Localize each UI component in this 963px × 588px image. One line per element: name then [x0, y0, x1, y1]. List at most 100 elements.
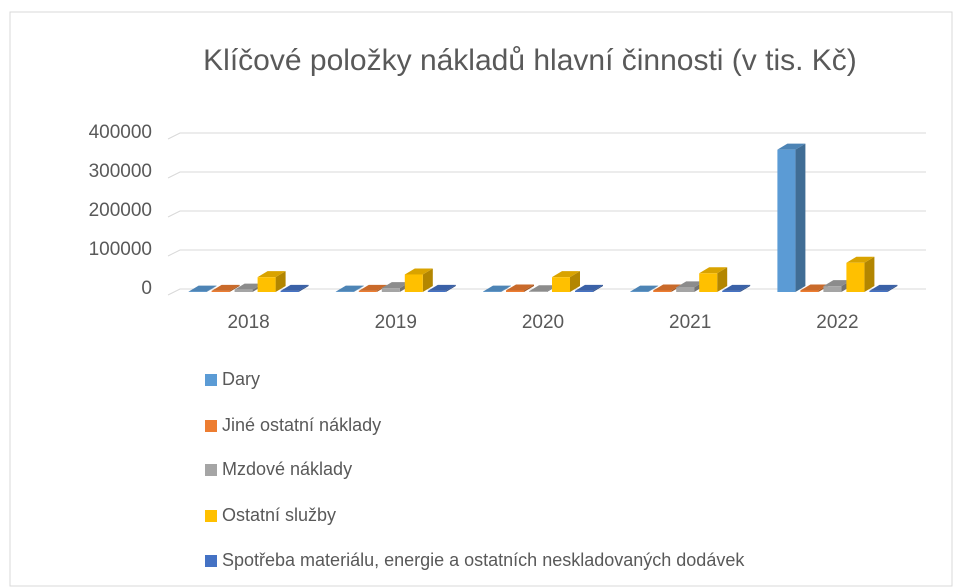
bar-front [529, 291, 547, 292]
legend-swatch [205, 374, 217, 386]
bar [188, 285, 217, 292]
x-tick-label: 2022 [816, 312, 858, 333]
legend-label: Jiné ostatní náklady [222, 415, 381, 435]
bar [869, 284, 898, 292]
grid-line [167, 249, 926, 257]
x-tick-label: 2021 [669, 312, 711, 333]
bar-top [506, 284, 534, 291]
legend-swatch [205, 555, 217, 567]
bar-front [722, 290, 741, 292]
bar-top [358, 284, 387, 291]
legend-swatch [205, 510, 217, 522]
bar [630, 285, 659, 292]
bar-side [353, 285, 364, 292]
bar-side [501, 285, 511, 292]
bar-front [381, 288, 400, 292]
x-tick-label: 2020 [522, 312, 564, 333]
legend-label: Mzdové náklady [222, 459, 352, 479]
bar-top [699, 267, 728, 274]
bar-front [777, 149, 796, 292]
y-tick-label: 0 [141, 278, 152, 299]
chart-border [9, 11, 953, 587]
bar-side [593, 284, 603, 292]
bar-side [298, 284, 309, 292]
bar-top [869, 284, 898, 291]
bar-top [335, 285, 364, 292]
bar-front [427, 290, 446, 292]
bar-front [676, 287, 695, 292]
bar-front [823, 286, 842, 292]
bar [257, 271, 286, 292]
bar [427, 284, 456, 292]
grid-line [167, 210, 926, 218]
legend-label: Dary [222, 369, 260, 389]
y-tick-label: 300000 [89, 161, 152, 182]
bar-front [211, 290, 230, 292]
bar-top [777, 143, 806, 150]
bar-side [648, 285, 659, 292]
bar-front [506, 290, 524, 292]
bar [846, 256, 875, 292]
legend-swatch [205, 464, 217, 476]
y-tick-label: 100000 [89, 239, 152, 260]
bar [722, 284, 751, 292]
bar-top [529, 285, 557, 292]
bar [404, 268, 433, 292]
bar-top [257, 271, 286, 278]
chart-title: Klíčové položky nákladů hlavní činnosti … [203, 44, 857, 77]
bar [280, 284, 309, 292]
bar-top [846, 256, 875, 263]
bar-side [795, 143, 806, 292]
y-tick-label: 400000 [89, 122, 152, 143]
bar-front [575, 290, 593, 292]
bar-front [257, 277, 276, 292]
bar-side [229, 284, 240, 292]
bar-side [570, 271, 580, 292]
grid-line [167, 171, 926, 179]
bar [506, 284, 534, 292]
bar-side [887, 284, 898, 292]
bar-side [740, 284, 751, 292]
bar [211, 284, 240, 292]
bar-top [630, 285, 659, 292]
bar-top [483, 285, 511, 292]
bar-front [552, 277, 570, 292]
bar-front [404, 274, 423, 292]
bar [483, 285, 511, 292]
bar-top [211, 284, 240, 291]
bar-top [381, 282, 410, 289]
bar-front [653, 290, 672, 292]
y-tick-label: 200000 [89, 200, 152, 221]
bar-top [676, 281, 705, 288]
bar-top [722, 284, 751, 291]
bar-top [427, 284, 456, 291]
bar-top [404, 268, 433, 275]
bar-front [699, 273, 718, 292]
bar [552, 271, 580, 292]
bar [699, 267, 728, 292]
bar [335, 285, 364, 292]
bar-top [188, 285, 217, 292]
bar [777, 143, 806, 292]
grid-line [167, 132, 926, 140]
bar-side [864, 256, 875, 292]
bar-top [575, 284, 603, 291]
bar-side [717, 267, 728, 292]
x-tick-label: 2018 [227, 312, 269, 333]
bar-front [869, 290, 888, 292]
bar-side [445, 284, 456, 292]
bar-front [280, 290, 299, 292]
bar [575, 284, 603, 292]
bar-front [234, 289, 253, 292]
bar-side [275, 271, 286, 292]
bar-side [206, 285, 217, 292]
bar-front [358, 290, 377, 292]
legend-swatch [205, 420, 217, 432]
bar-top [552, 271, 580, 278]
bar-top [234, 283, 263, 290]
bar-side [524, 284, 534, 292]
bar-front [846, 262, 865, 292]
bar-top [280, 284, 309, 291]
x-tick-label: 2019 [375, 312, 417, 333]
